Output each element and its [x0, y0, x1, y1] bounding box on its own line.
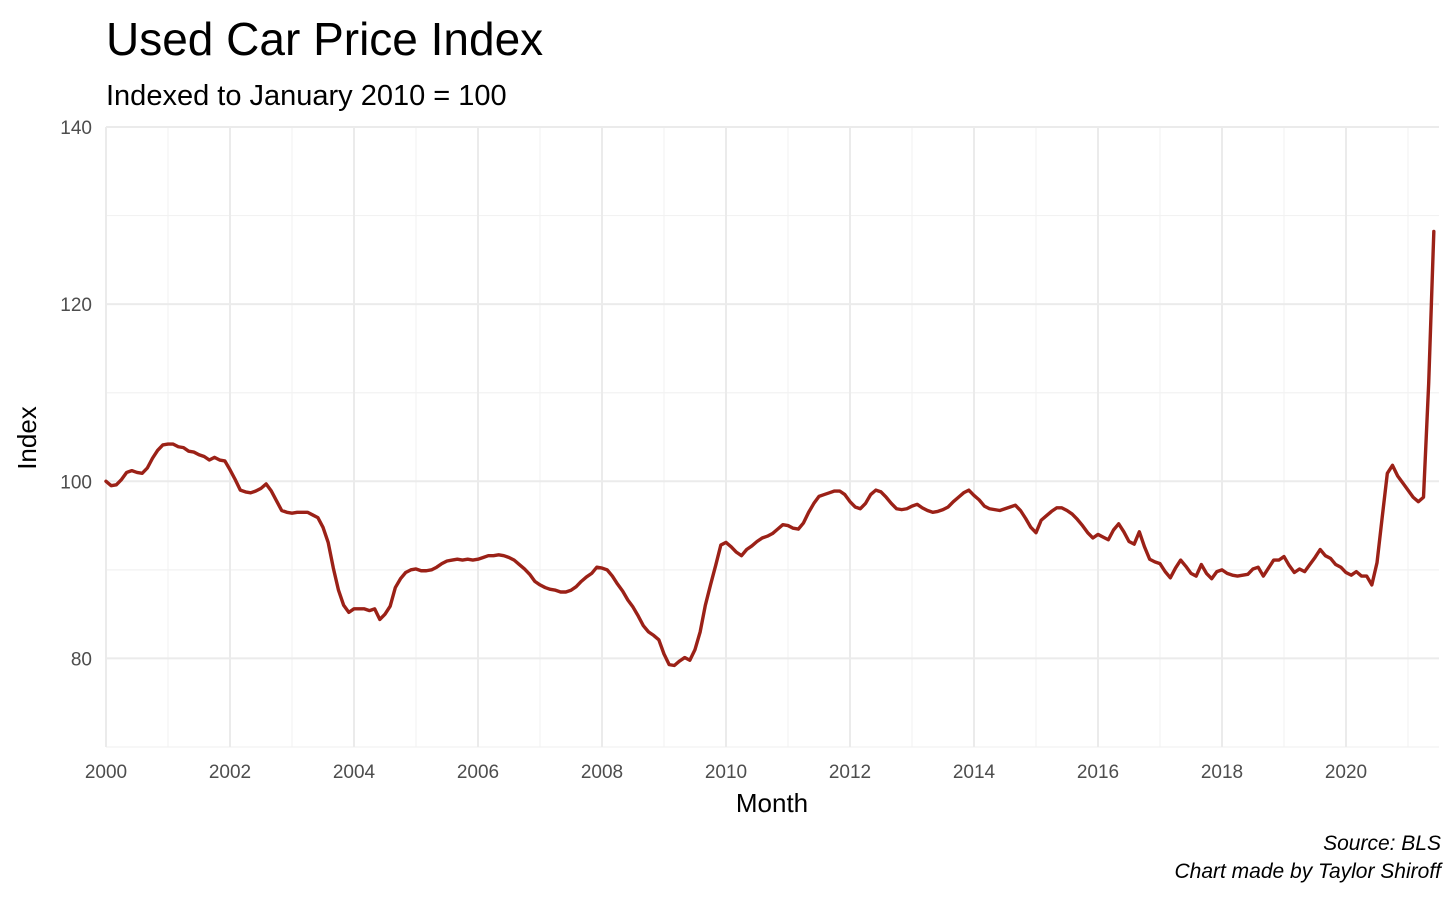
caption-source: Source: BLS — [1323, 832, 1441, 855]
y-axis-title: Index — [12, 406, 42, 470]
x-tick-label: 2008 — [581, 762, 623, 783]
data-series — [104, 229, 1436, 668]
x-tick-label: 2014 — [953, 762, 996, 783]
x-tick-label: 2016 — [1077, 762, 1119, 783]
x-tick-label: 2012 — [829, 762, 871, 783]
x-tick-label: 2010 — [705, 762, 747, 783]
x-tick-label: 2004 — [333, 762, 376, 783]
x-axis-title: Month — [736, 788, 808, 818]
price-index-line — [104, 229, 1436, 668]
y-tick-label: 140 — [60, 118, 92, 139]
minor-gridlines — [106, 127, 1439, 748]
x-tick-label: 2006 — [457, 762, 499, 783]
caption-author: Chart made by Taylor Shiroff — [1174, 860, 1443, 883]
y-tick-label: 100 — [60, 472, 92, 493]
y-axis-tick-labels: 80 100 120 140 — [60, 118, 92, 670]
x-tick-label: 2020 — [1325, 762, 1367, 783]
x-tick-label: 2002 — [209, 762, 251, 783]
x-tick-label: 2018 — [1201, 762, 1243, 783]
x-axis-tick-labels: 2000 2002 2004 2006 2008 2010 2012 2014 2016 2018… — [85, 762, 1367, 783]
y-tick-label: 80 — [71, 649, 92, 670]
y-tick-label: 120 — [60, 295, 92, 316]
x-tick-label: 2000 — [85, 762, 127, 783]
chart-title: Used Car Price Index — [106, 13, 543, 65]
chart-subtitle: Indexed to January 2010 = 100 — [106, 80, 507, 112]
major-gridlines — [105, 126, 1439, 747]
